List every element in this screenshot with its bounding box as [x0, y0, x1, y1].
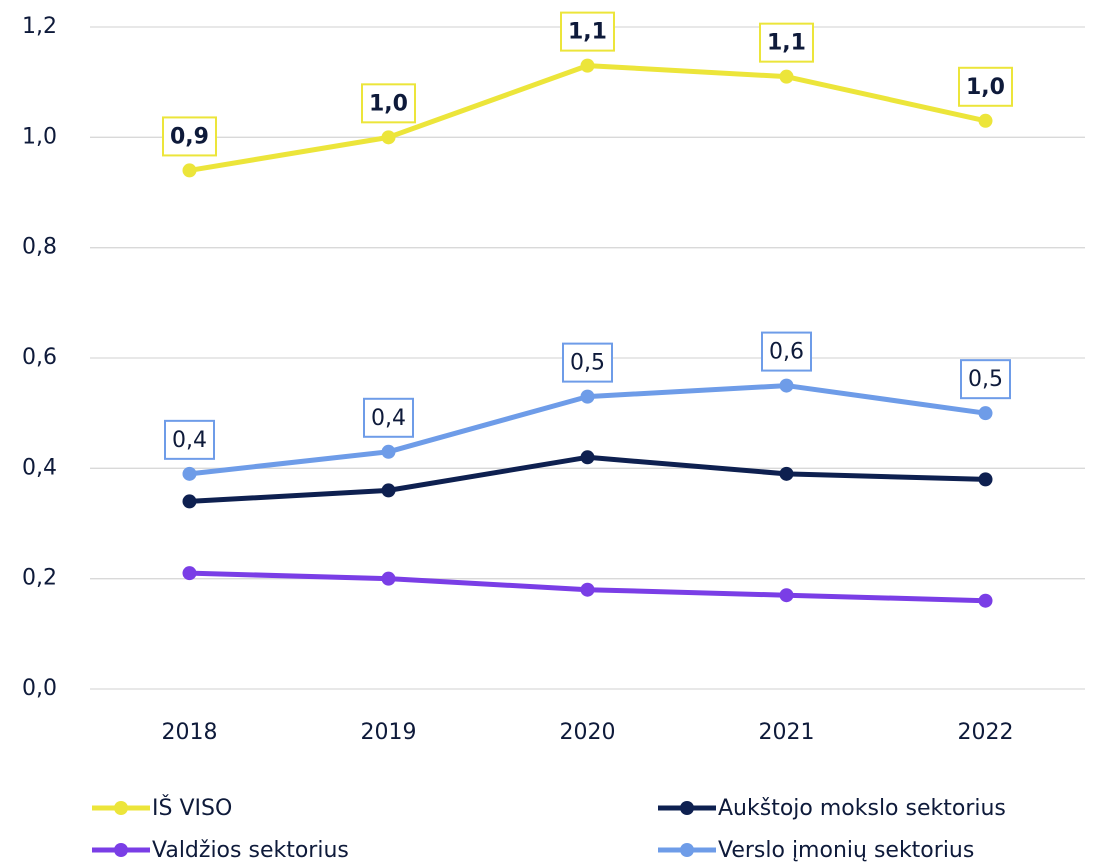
point [182, 163, 197, 178]
value-label-box [361, 83, 416, 124]
y-tick-label: 0,4 [22, 455, 57, 480]
value-label-box [958, 66, 1013, 107]
value-label-box [761, 331, 812, 372]
series-line [189, 63, 987, 173]
y-tick-label: 0,6 [22, 345, 57, 370]
x-tick-label: 2022 [958, 720, 1014, 745]
value-label: 0,9 [170, 124, 209, 149]
value-label: 0,4 [371, 406, 406, 431]
x-tick-label: 2021 [759, 720, 815, 745]
value-label: 1,0 [369, 91, 408, 116]
y-tick-label: 0,8 [22, 235, 57, 260]
point [182, 494, 197, 509]
point [381, 483, 396, 498]
value-label-box [759, 22, 814, 63]
y-tick-label: 0,2 [22, 566, 57, 591]
point [779, 69, 794, 84]
legend-marker [680, 801, 694, 815]
point [381, 130, 396, 145]
legend-label: Verslo įmonių sektorius [718, 838, 974, 863]
point [381, 444, 396, 459]
value-label-box [562, 342, 613, 383]
point [580, 58, 595, 73]
value-label: 0,6 [769, 340, 804, 365]
value-label: 1,1 [568, 20, 607, 45]
x-tick-label: 2020 [560, 720, 616, 745]
y-tick-label: 0,0 [22, 676, 57, 701]
legend-marker [680, 843, 694, 857]
point [580, 450, 595, 465]
point [779, 378, 794, 393]
point [580, 389, 595, 404]
value-label: 0,4 [172, 428, 207, 453]
value-label: 0,5 [968, 367, 1003, 392]
legend-marker [114, 801, 128, 815]
point [978, 406, 993, 421]
value-label-box [162, 116, 217, 157]
x-tick-label: 2018 [162, 720, 218, 745]
x-tick-label: 2019 [361, 720, 417, 745]
point [580, 582, 595, 597]
point [381, 571, 396, 586]
legend-label: Valdžios sektorius [152, 838, 349, 863]
legend-label: IŠ VISO [152, 795, 232, 821]
value-label: 0,5 [570, 351, 605, 376]
value-label-box [560, 11, 615, 52]
legend-marker [114, 843, 128, 857]
value-label-box [164, 419, 215, 460]
point [978, 113, 993, 128]
point [978, 472, 993, 487]
y-tick-label: 1,2 [22, 14, 57, 39]
value-label: 1,1 [767, 31, 806, 56]
value-label-box [363, 397, 414, 438]
point [182, 566, 197, 581]
value-label-box [960, 359, 1011, 400]
point [182, 466, 197, 481]
point [779, 466, 794, 481]
legend-label: Aukštojo mokslo sektorius [718, 796, 1006, 821]
point [779, 588, 794, 603]
value-label: 1,0 [966, 75, 1005, 100]
point [978, 593, 993, 608]
y-tick-label: 1,0 [22, 124, 57, 149]
